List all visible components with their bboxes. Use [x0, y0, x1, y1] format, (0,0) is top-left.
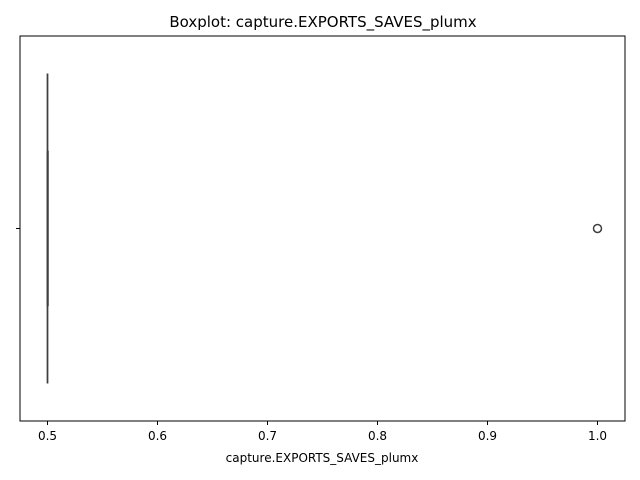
outlier-point	[592, 223, 603, 234]
x-axis-ticks: 0.5 0.6 0.7 0.8 0.9 1.0	[38, 421, 607, 443]
plot-area	[16, 35, 626, 422]
plot-frame	[19, 35, 626, 422]
x-tick-label: 0.5	[38, 429, 57, 443]
chart-title: Boxplot: capture.EXPORTS_SAVES_plumx	[169, 13, 476, 32]
x-tick-label: 0.9	[478, 429, 497, 443]
x-tick-label: 0.7	[258, 429, 277, 443]
x-tick-label: 0.6	[148, 429, 167, 443]
x-tick-label: 0.8	[368, 429, 387, 443]
x-tick-label: 1.0	[588, 429, 607, 443]
x-axis-label: capture.EXPORTS_SAVES_plumx	[226, 451, 419, 465]
